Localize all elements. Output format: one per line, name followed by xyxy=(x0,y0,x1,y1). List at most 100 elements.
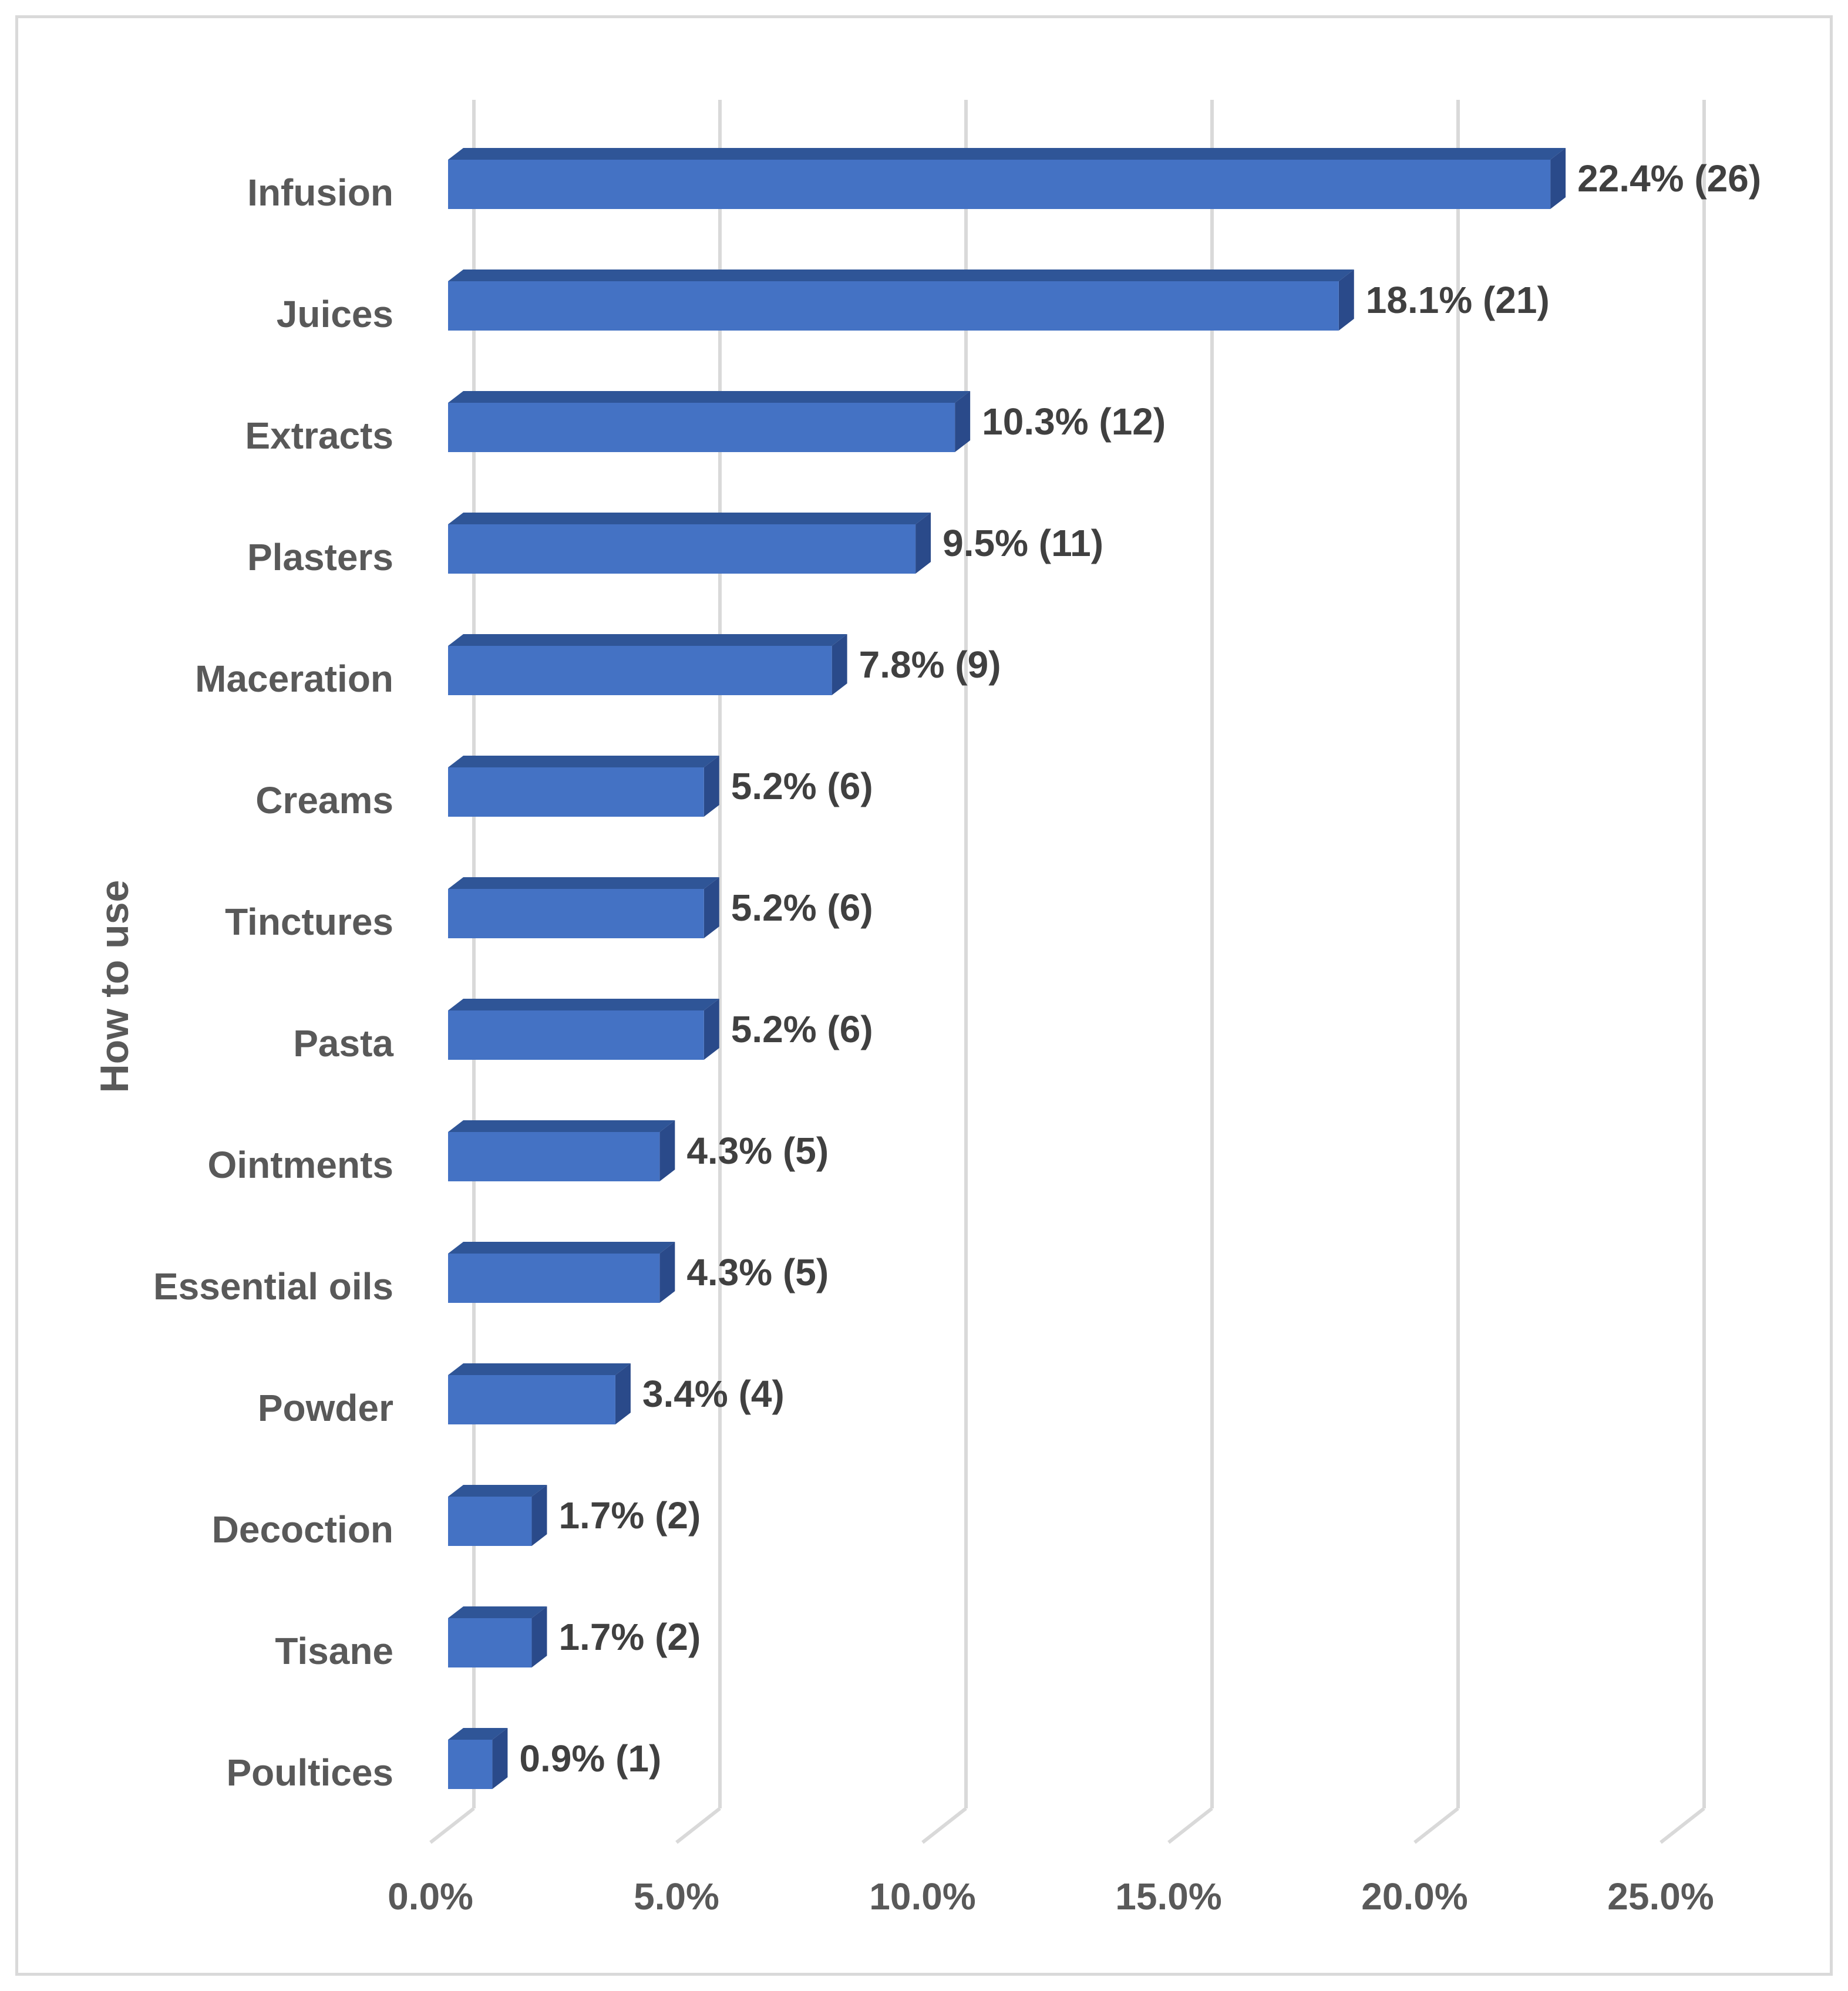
category-label: Extracts xyxy=(245,415,393,457)
data-label: 10.3% (12) xyxy=(982,400,1166,443)
gridline-floor-0 xyxy=(429,1807,475,1844)
data-label: 9.5% (11) xyxy=(942,522,1103,564)
data-label: 0.9% (1) xyxy=(519,1737,661,1780)
bar-group xyxy=(448,269,1354,331)
bar-side-face xyxy=(615,1363,631,1424)
bar-top-face xyxy=(448,513,931,524)
y-axis-title: How to use xyxy=(92,880,137,1093)
bar-group xyxy=(448,877,719,938)
data-label: 5.2% (6) xyxy=(731,887,873,929)
bar-group xyxy=(448,999,719,1060)
bar xyxy=(448,524,916,574)
bar-top-face xyxy=(448,877,719,889)
data-label: 5.2% (6) xyxy=(731,1008,873,1050)
bar xyxy=(448,1254,660,1303)
bar-side-face xyxy=(703,756,719,817)
gridline-floor-5 xyxy=(1660,1807,1705,1844)
bar-top-face xyxy=(448,1120,675,1132)
bar xyxy=(448,1497,532,1546)
category-label: Powder xyxy=(258,1387,393,1429)
x-tick-label: 15.0% xyxy=(1115,1875,1221,1918)
gridline-floor-2 xyxy=(921,1807,967,1844)
category-label: Plasters xyxy=(247,536,393,578)
bar-group xyxy=(448,1728,508,1789)
bar-top-face xyxy=(448,391,971,403)
bar-group xyxy=(448,148,1566,209)
bar-side-face xyxy=(531,1485,547,1546)
bar-side-face xyxy=(1550,148,1566,209)
data-label: 1.7% (2) xyxy=(558,1494,701,1537)
category-label: Decoction xyxy=(212,1508,393,1551)
x-tick-label: 25.0% xyxy=(1607,1875,1714,1918)
bar xyxy=(448,1375,615,1424)
bar-top-face xyxy=(448,1363,631,1375)
bar-side-face xyxy=(492,1728,508,1789)
gridlines xyxy=(429,100,1706,1844)
data-label: 4.3% (5) xyxy=(686,1130,829,1172)
data-label: 18.1% (21) xyxy=(1366,279,1550,321)
bar-group xyxy=(448,1485,547,1546)
category-label: Tinctures xyxy=(225,901,393,943)
bar-group xyxy=(448,391,971,452)
bar-side-face xyxy=(659,1242,675,1303)
category-label: Juices xyxy=(277,293,393,335)
bar xyxy=(448,160,1551,209)
bar-group xyxy=(448,756,719,817)
category-label: Pasta xyxy=(293,1022,393,1064)
bar-top-face xyxy=(448,269,1354,281)
data-label: 1.7% (2) xyxy=(558,1616,701,1658)
x-tick-label: 0.0% xyxy=(388,1875,473,1918)
bar xyxy=(448,767,704,817)
bars xyxy=(448,148,1566,1789)
bar-side-face xyxy=(703,877,719,938)
bar-group xyxy=(448,1242,675,1303)
gridline-floor-4 xyxy=(1413,1807,1459,1844)
x-tick-label: 5.0% xyxy=(634,1875,719,1918)
x-tick-label: 20.0% xyxy=(1361,1875,1467,1918)
data-label: 7.8% (9) xyxy=(859,644,1001,686)
x-tick-label: 10.0% xyxy=(869,1875,975,1918)
bar xyxy=(448,1740,493,1789)
category-label: Infusion xyxy=(247,171,393,214)
category-label: Maceration xyxy=(195,658,393,700)
bar xyxy=(448,281,1339,331)
category-label: Poultices xyxy=(226,1751,393,1794)
bar-group xyxy=(448,1120,675,1181)
bar-group xyxy=(448,1606,547,1667)
bar-top-face xyxy=(448,634,847,646)
bar-group xyxy=(448,513,931,574)
bar xyxy=(448,1010,704,1060)
bar-side-face xyxy=(703,999,719,1060)
category-label: Creams xyxy=(255,779,393,821)
bar xyxy=(448,889,704,938)
bar-top-face xyxy=(448,1242,675,1254)
chart-frame xyxy=(15,15,1833,1976)
bar-top-face xyxy=(448,1606,547,1618)
bar-side-face xyxy=(531,1606,547,1667)
category-label: Tisane xyxy=(275,1630,393,1672)
data-label: 4.3% (5) xyxy=(686,1251,829,1293)
bar-group xyxy=(448,1363,631,1424)
bar-top-face xyxy=(448,999,719,1010)
data-label: 3.4% (4) xyxy=(642,1373,785,1415)
bar-side-face xyxy=(832,634,847,695)
bar-top-face xyxy=(448,1728,508,1740)
bar-top-face xyxy=(448,756,719,767)
bar xyxy=(448,1132,660,1181)
bar-side-face xyxy=(1338,269,1354,331)
data-label: 5.2% (6) xyxy=(731,765,873,807)
bar-side-face xyxy=(955,391,971,452)
bar-top-face xyxy=(448,1485,547,1497)
bar xyxy=(448,646,832,695)
category-label: Essential oils xyxy=(153,1265,393,1308)
bar-group xyxy=(448,634,847,695)
bar-top-face xyxy=(448,148,1566,160)
category-label: Ointments xyxy=(208,1144,393,1186)
gridline-floor-1 xyxy=(675,1807,721,1844)
bar-side-face xyxy=(915,513,931,574)
bar-side-face xyxy=(659,1120,675,1181)
data-label: 22.4% (26) xyxy=(1577,157,1761,200)
bar xyxy=(448,403,955,452)
bar xyxy=(448,1618,532,1667)
